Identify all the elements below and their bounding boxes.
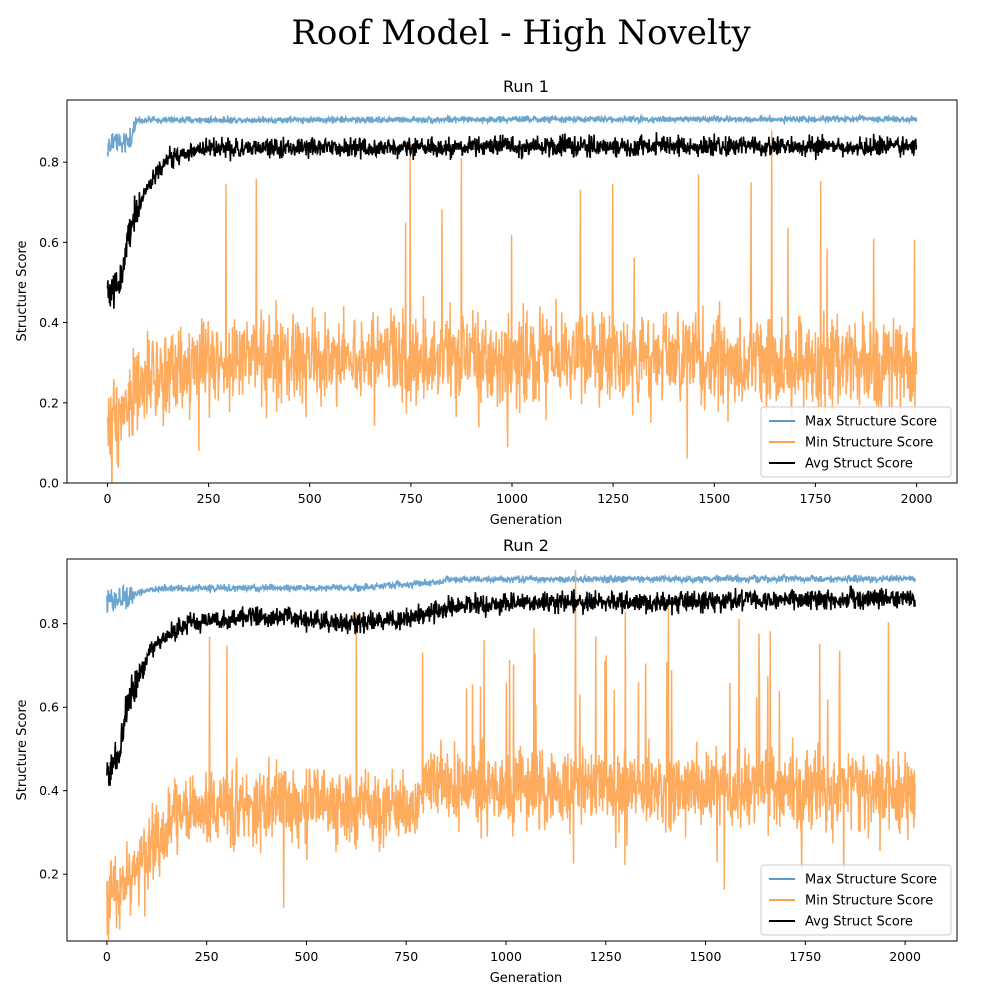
legend-label-min: Min Structure Score [805, 436, 933, 451]
run-1-ticks: 0 250 500 750 1000 1250 1500 1750 2000 0.0 0.2 0.4 0… [39, 155, 932, 506]
y-tick-label: 0.2 [39, 395, 59, 410]
series-line-min [106, 570, 916, 940]
x-tick-label: 1000 [490, 949, 522, 964]
series-line-avg [106, 132, 918, 309]
x-tick-label: 1750 [800, 491, 832, 506]
x-tick-label: 2000 [901, 491, 933, 506]
x-tick-label: 250 [197, 491, 221, 506]
x-tick-label: 1500 [698, 491, 730, 506]
legend-label-avg: Avg Struct Score [805, 457, 913, 472]
legend-label-min: Min Structure Score [805, 894, 933, 909]
y-tick-label: 0.2 [39, 867, 59, 882]
y-tick-label: 0.8 [39, 155, 59, 170]
series-line-avg [106, 585, 916, 786]
run-2-legend: Max Structure Score Min Structure Score Av… [760, 864, 952, 936]
run-1-axes: Run 1 0 250 500 750 1000 1250 1500 1750 20000.00… [15, 77, 958, 528]
legend-label-max: Max Structure Score [805, 415, 937, 430]
x-tick-label: 750 [394, 949, 418, 964]
x-tick-label: 500 [295, 949, 319, 964]
y-tick-label: 0.6 [39, 700, 59, 715]
legend-label-avg: Avg Struct Score [805, 915, 913, 930]
run-2-title: Run 2 [503, 536, 549, 555]
series-line-min [106, 130, 918, 483]
x-tick-label: 2000 [889, 949, 921, 964]
chart-suptitle: Roof Model - High Novelty [291, 13, 751, 53]
run-1-xlabel: Generation [490, 513, 563, 528]
x-tick-label: 1250 [590, 949, 622, 964]
x-tick-label: 1500 [690, 949, 722, 964]
x-tick-label: 1000 [496, 491, 528, 506]
run-1-ylabel: Structure Score [15, 240, 30, 341]
y-tick-label: 0.8 [39, 616, 59, 631]
legend-box [760, 864, 952, 936]
run-2-axes: Run 2 0 250 500 750 1000 1250 1500 1750 20000.20… [15, 536, 958, 986]
x-tick-label: 1250 [597, 491, 629, 506]
y-tick-label: 0.0 [39, 476, 59, 491]
x-tick-label: 1750 [789, 949, 821, 964]
y-tick-label: 0.4 [39, 315, 59, 330]
legend-label-max: Max Structure Score [805, 873, 937, 888]
run-1-title: Run 1 [503, 77, 549, 96]
series-line-max [106, 572, 916, 613]
x-tick-label: 0 [103, 491, 111, 506]
y-tick-label: 0.6 [39, 235, 59, 250]
run-2-series [106, 570, 916, 940]
x-tick-label: 500 [298, 491, 322, 506]
x-tick-label: 0 [103, 949, 111, 964]
run-2-frame [66, 558, 958, 942]
run-1-series [106, 113, 918, 483]
run-2-xlabel: Generation [490, 971, 563, 986]
run-1-legend: Max Structure Score Min Structure Score Av… [760, 406, 952, 478]
y-tick-label: 0.4 [39, 783, 59, 798]
x-tick-label: 250 [195, 949, 219, 964]
run-2-ticks: 0 250 500 750 1000 1250 1500 1750 2000 0.2 0.4 0.6 0… [39, 616, 921, 964]
run-2-ylabel: Structure Score [15, 699, 30, 800]
series-line-max [106, 113, 918, 157]
x-tick-label: 750 [399, 491, 423, 506]
legend-box [760, 406, 952, 478]
